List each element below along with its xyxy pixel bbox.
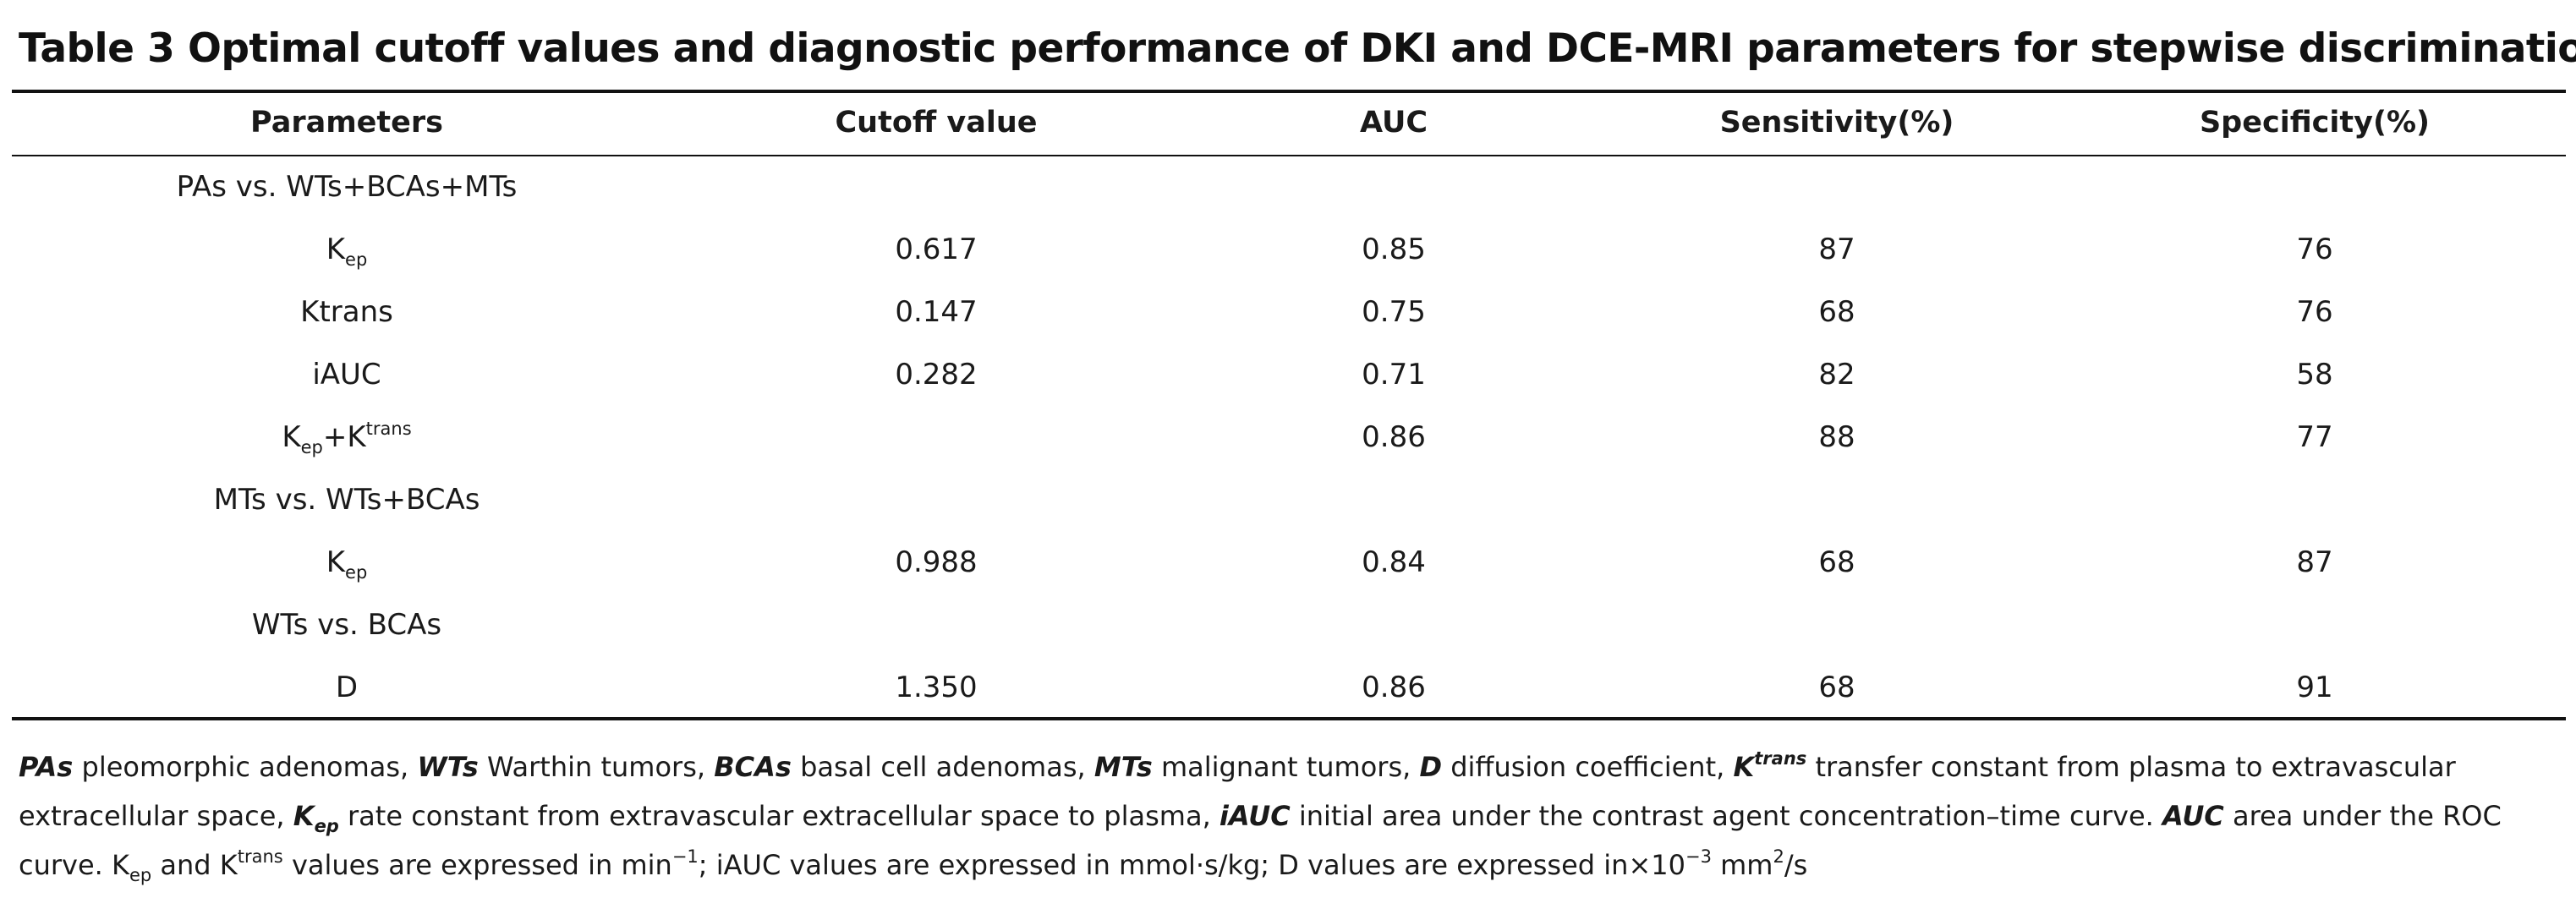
header-auc: AUC: [1359, 106, 1428, 140]
specificity-cell: 76: [2296, 295, 2333, 329]
specificity-cell: 76: [2296, 233, 2333, 266]
section-label: WTs vs. BCAs: [251, 608, 442, 642]
specificity-cell: 87: [2296, 545, 2333, 579]
sensitivity-cell: 68: [1818, 545, 1855, 579]
auc-cell: 0.75: [1362, 295, 1426, 329]
sensitivity-cell: 82: [1818, 358, 1855, 392]
sensitivity-cell: 87: [1818, 233, 1855, 266]
param-cell: iAUC: [312, 358, 381, 392]
sensitivity-cell: 88: [1818, 420, 1855, 454]
param-cell: D: [335, 671, 359, 704]
specificity-cell: 58: [2296, 358, 2333, 392]
header-parameters: Parameters: [250, 106, 443, 140]
specificity-cell: 91: [2296, 671, 2333, 704]
param-cell: Kep: [326, 233, 368, 270]
cutoff-cell: 0.617: [895, 233, 978, 266]
param-cell: Kep: [326, 545, 368, 583]
specificity-cell: 77: [2296, 420, 2333, 454]
auc-cell: 0.86: [1362, 420, 1426, 454]
auc-cell: 0.84: [1362, 545, 1426, 579]
auc-cell: 0.85: [1362, 233, 1426, 266]
cutoff-cell: 0.988: [895, 545, 978, 579]
table-footnote: PAs pleomorphic adenomas, WTs Warthin tu…: [19, 748, 2502, 885]
param-cell: Kep+Ktrans: [282, 419, 412, 457]
sensitivity-cell: 68: [1818, 671, 1855, 704]
table-title: Table 3 Optimal cutoff values and diagno…: [19, 25, 2576, 72]
sensitivity-cell: 68: [1818, 295, 1855, 329]
section-label: MTs vs. WTs+BCAs: [213, 483, 480, 517]
cutoff-cell: 0.147: [895, 295, 978, 329]
header-cutoff: Cutoff value: [835, 106, 1038, 140]
param-cell: Ktrans: [300, 295, 393, 329]
table-top-rule: [12, 90, 2566, 93]
section-label: PAs vs. WTs+BCAs+MTs: [176, 170, 518, 204]
header-rule: [12, 155, 2566, 156]
cutoff-cell: 0.282: [895, 358, 978, 392]
auc-cell: 0.86: [1362, 671, 1426, 704]
table-bottom-rule: [12, 717, 2566, 720]
cutoff-cell: 1.350: [895, 671, 978, 704]
auc-cell: 0.71: [1362, 358, 1426, 392]
header-specificity: Specificity(%): [2199, 106, 2431, 140]
header-sensitivity: Sensitivity(%): [1719, 106, 1954, 140]
